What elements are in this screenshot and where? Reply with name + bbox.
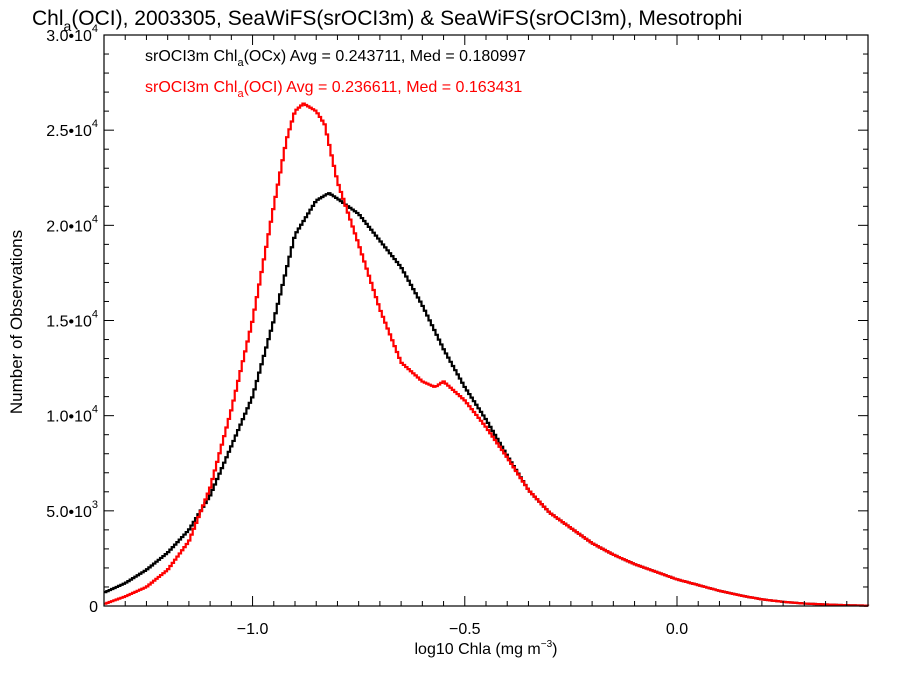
y-tick-mantissa-4: 2.0•10 — [46, 218, 92, 235]
title-subscript: a — [64, 18, 72, 34]
y-tick-label-2: 1.0•104 — [46, 404, 98, 426]
y-tick-label-5: 2.5•104 — [46, 118, 98, 140]
legend-ocx-pre: srOCI3m Chl — [145, 48, 237, 65]
x-label-pre: log10 Chla (mg m — [414, 641, 540, 658]
y-tick-exponent-1: 3 — [92, 499, 98, 511]
y-tick-mantissa-1: 5.0•10 — [46, 504, 92, 521]
x-label-superscript: −3 — [541, 639, 553, 650]
y-axis-label: Number of Observations — [7, 230, 26, 414]
title-part-2: (OCI), 2003305, SeaWiFS(srOCI3m) & SeaWi… — [71, 7, 742, 30]
x-tick-label-0: −1.0 — [237, 621, 269, 638]
y-tick-mantissa-2: 1.0•10 — [46, 409, 92, 426]
y-tick-label-4: 2.0•104 — [46, 213, 98, 235]
series-layer — [104, 102, 870, 607]
y-tick-mantissa-6: 3.0•10 — [46, 28, 92, 45]
y-tick-exponent-6: 4 — [92, 23, 98, 35]
legend-oci-pre: srOCI3m Chl — [145, 79, 237, 96]
legend-entry-ocx: srOCI3m Chla(OCx) Avg = 0.243711, Med = … — [145, 48, 526, 69]
legend-oci-post: (OCI) Avg = 0.236611, Med = 0.163431 — [244, 79, 523, 96]
x-tick-label-1: −0.5 — [449, 621, 481, 638]
plot-frame — [103, 34, 869, 607]
y-tick-mantissa-5: 2.5•10 — [46, 123, 92, 140]
legend-oci-subscript: a — [237, 88, 244, 100]
chart-title: Chla(OCI), 2003305, SeaWiFS(srOCI3m) & S… — [32, 7, 742, 34]
x-axis-label: log10 Chla (mg m−3) — [414, 639, 557, 658]
y-tick-label-3: 1.5•104 — [46, 309, 98, 331]
y-tick-exponent-2: 4 — [92, 404, 98, 416]
legend-ocx-post: (OCx) Avg = 0.243711, Med = 0.180997 — [244, 48, 526, 65]
y-tick-exponent-4: 4 — [92, 213, 98, 225]
axis-layer: −1.0 −0.5 0.005.0•1031.0•1041.5•1042.0•104… — [46, 23, 869, 638]
x-label-post: ) — [552, 641, 557, 658]
legend-ocx-subscript: a — [237, 57, 244, 69]
y-tick-label-1: 5.0•103 — [46, 499, 98, 521]
y-tick-label-6: 3.0•104 — [46, 23, 98, 45]
y-tick-mantissa-3: 1.5•10 — [46, 314, 92, 331]
y-tick-exponent-3: 4 — [92, 309, 98, 321]
y-tick-exponent-5: 4 — [92, 118, 98, 130]
title-part-1: Chl — [32, 7, 64, 30]
y-tick-label-0: 0 — [89, 599, 98, 616]
y-tick-mantissa-0: 0 — [89, 599, 98, 616]
x-tick-label-2: 0.0 — [666, 621, 688, 638]
series-line-oci — [104, 102, 870, 607]
legend-entry-oci: srOCI3m Chla(OCI) Avg = 0.236611, Med = … — [145, 79, 522, 100]
